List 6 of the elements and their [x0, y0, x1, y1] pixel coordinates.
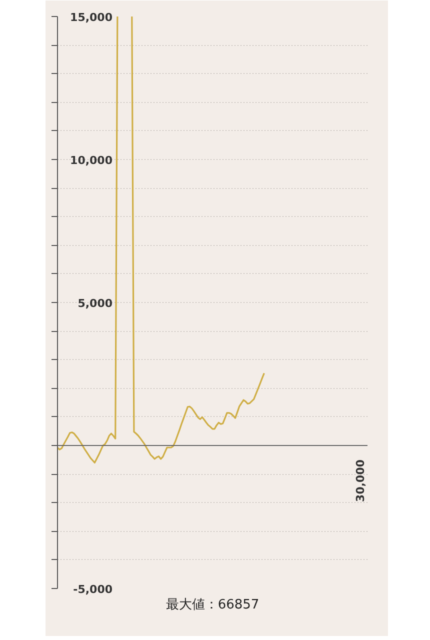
text: 最大値：66857: [166, 598, 260, 612]
y-tick-label: 5,000: [78, 297, 113, 310]
annotation: 30,000: [354, 459, 367, 502]
y-tick-label: 15,000: [70, 11, 113, 24]
y-tick-label: 10,000: [70, 154, 113, 167]
y-tick-label: -5,000: [73, 583, 113, 596]
